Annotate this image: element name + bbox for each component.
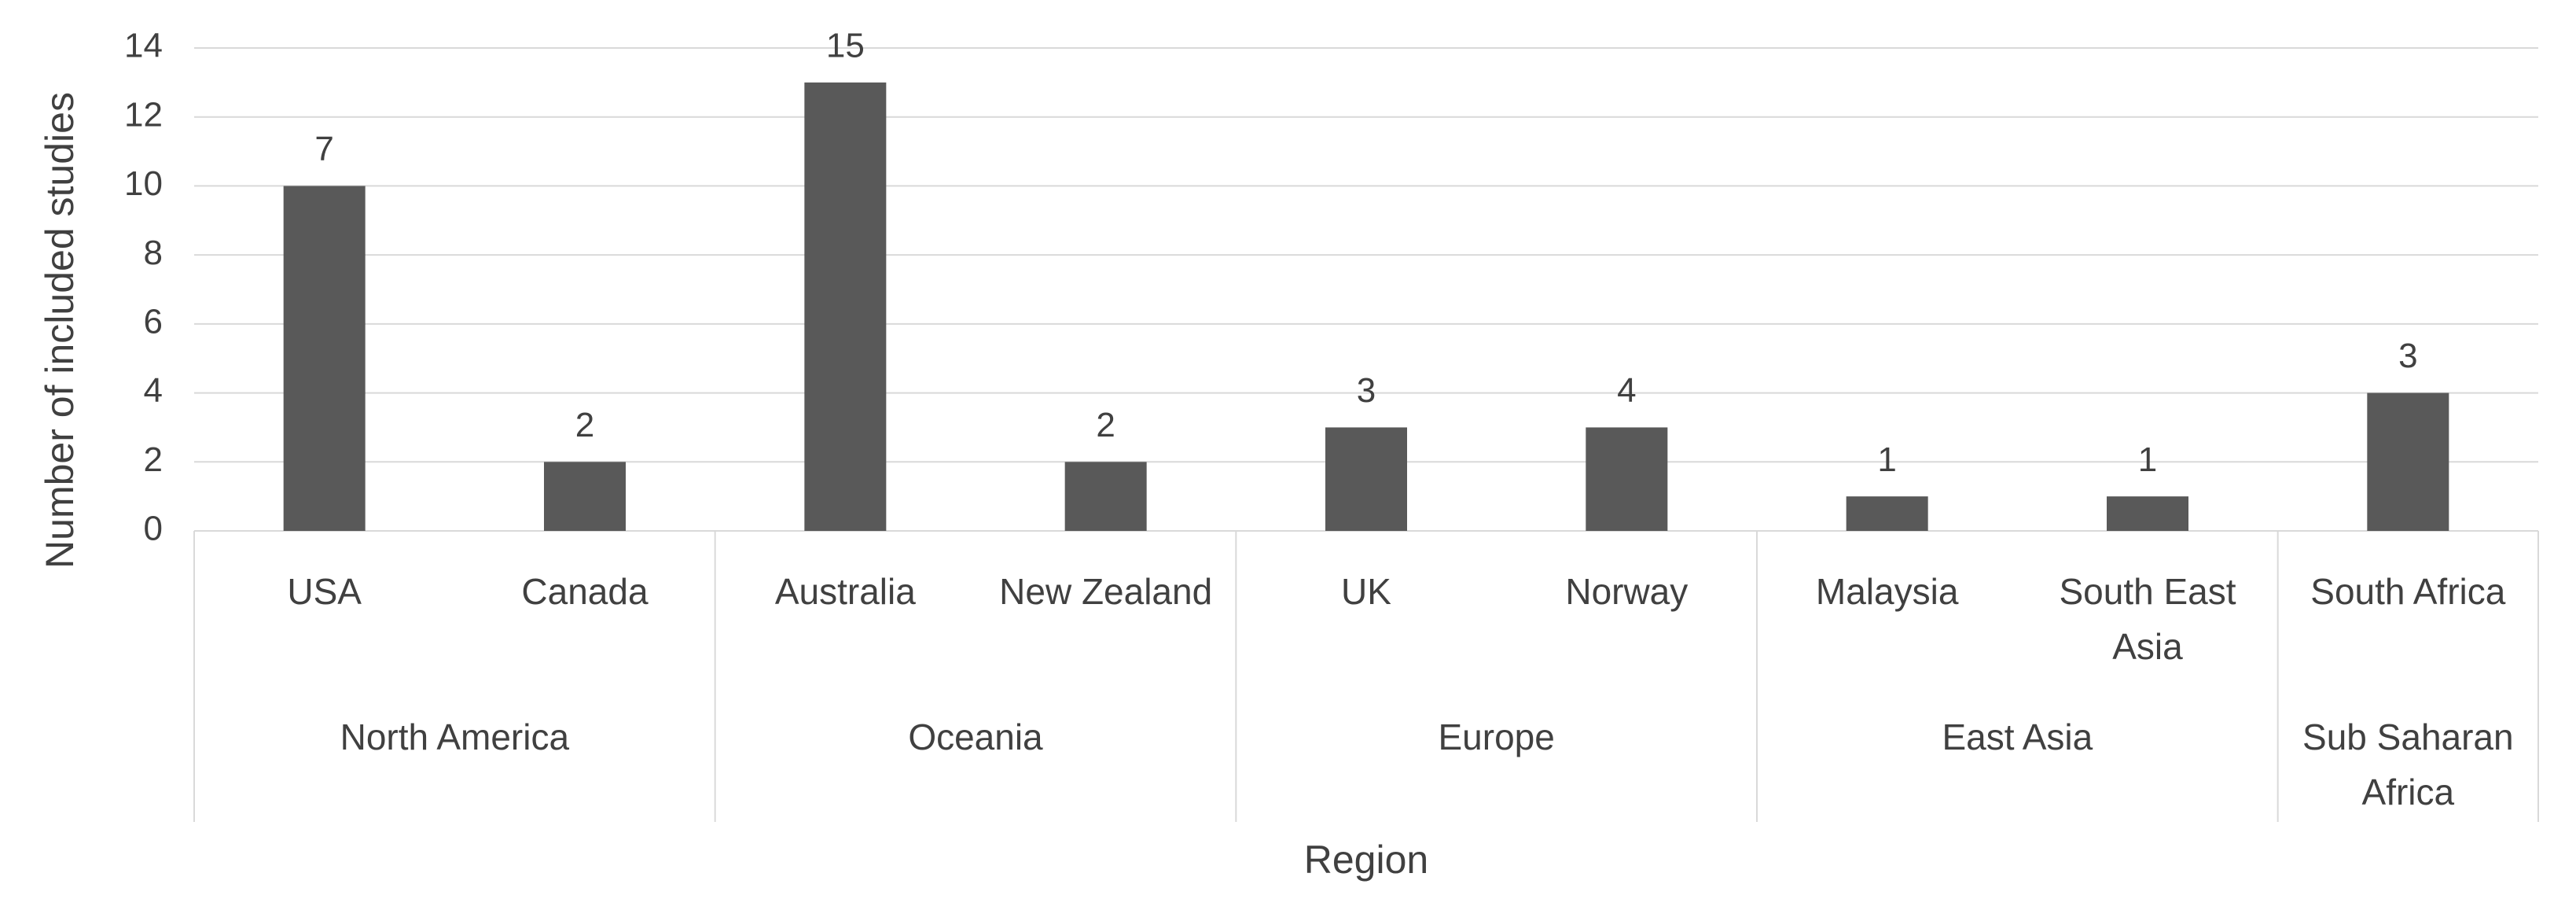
data-label: 15 <box>826 26 865 64</box>
data-label: 3 <box>2398 337 2417 375</box>
bar <box>1586 427 1668 531</box>
y-tick-label: 0 <box>144 510 163 548</box>
data-label: 2 <box>1096 406 1115 444</box>
data-label: 1 <box>2138 440 2157 479</box>
bar <box>2367 392 2449 531</box>
x-tick-label: Canada <box>521 571 649 612</box>
group-label: Europe <box>1438 717 1555 757</box>
x-tick-label: South East Asia <box>2059 571 2236 667</box>
y-tick-label: 6 <box>144 302 163 341</box>
bar <box>804 82 887 532</box>
x-tick-label: UK <box>1341 571 1391 612</box>
data-label: 2 <box>575 406 594 444</box>
bar <box>544 462 626 531</box>
x-tick-label: Australia <box>774 571 916 612</box>
x-axis-title: Region <box>1304 838 1428 882</box>
data-label: 1 <box>1877 440 1896 479</box>
y-tick-label: 8 <box>144 234 163 272</box>
y-tick-label: 2 <box>144 440 163 479</box>
bar <box>2107 496 2188 531</box>
x-tick-label: USA <box>287 571 362 612</box>
y-tick-label: 14 <box>124 27 163 65</box>
bar <box>283 186 366 531</box>
y-tick-label: 12 <box>124 95 163 134</box>
group-label: North America <box>340 717 570 757</box>
data-label: 3 <box>1357 371 1376 410</box>
data-label: 7 <box>314 130 333 168</box>
x-tick-label: Malaysia <box>1815 571 1959 612</box>
y-axis-title: Number of included studies <box>38 92 82 569</box>
bar <box>1325 427 1407 531</box>
x-tick-label: South Africa <box>2310 571 2506 612</box>
bar <box>1846 496 1928 531</box>
y-tick-label: 4 <box>144 371 163 410</box>
group-label: East Asia <box>1942 717 2093 757</box>
group-label: Sub Saharan Africa <box>2302 717 2514 812</box>
y-tick-label: 10 <box>124 164 163 203</box>
data-label: 4 <box>1617 371 1636 410</box>
x-tick-label: Norway <box>1565 571 1689 612</box>
bar <box>1064 462 1147 531</box>
group-label: Oceania <box>908 717 1043 757</box>
x-tick-label: New Zealand <box>999 571 1213 612</box>
